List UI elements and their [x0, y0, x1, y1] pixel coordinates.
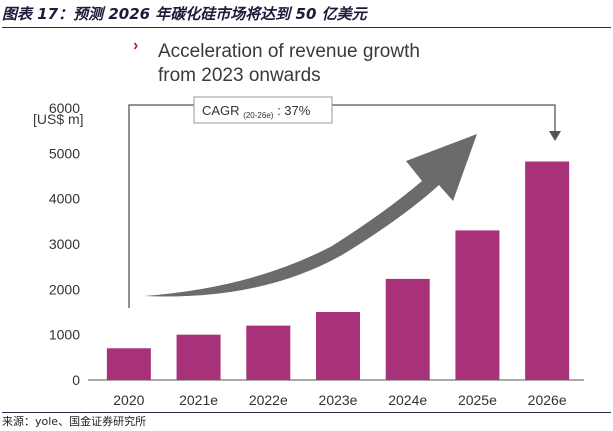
y-tick-label: 1000 [49, 327, 80, 343]
x-tick-label: 2023e [319, 392, 358, 408]
bar-chart: 0 1000 2000 3000 4000 5000 6000 2020 2021e 2022e… [49, 96, 584, 408]
bar-2020 [106, 348, 151, 380]
y-tick-label: 4000 [49, 191, 80, 207]
bar-2023e [316, 312, 360, 380]
bar-2026e [525, 161, 570, 380]
cagr-label: CAGR (20-26e) : 37% [202, 103, 311, 121]
y-tick-label: 3000 [49, 236, 80, 252]
x-tick-label: 2026e [528, 392, 567, 408]
headline-line-2: from 2023 onwards [158, 65, 321, 86]
x-tick-label: 2021e [179, 392, 218, 408]
bar-2025e [455, 230, 500, 380]
cagr-bracket-line [128, 104, 556, 308]
cagr-label-base: CAGR [202, 103, 240, 118]
y-tick-label: 6000 [49, 100, 80, 116]
bar-2024e [385, 278, 430, 380]
y-tick-label: 2000 [49, 281, 80, 297]
cagr-arrowhead [549, 131, 561, 141]
chart-panel: › Acceleration of revenue growth from 20… [22, 33, 588, 410]
chart-headline: Acceleration of revenue growth from 2023… [158, 40, 420, 88]
cagr-label-suffix: : 37% [277, 103, 311, 118]
figure-title: 图表 17：预测 2026 年碳化硅市场将达到 50 亿美元 [2, 0, 611, 28]
y-axis-units: [US$ m] [33, 111, 84, 127]
y-axis-ticks: 0 1000 2000 3000 4000 5000 6000 [49, 100, 584, 388]
growth-arrow [144, 134, 477, 297]
bar-2021e [176, 334, 221, 380]
y-tick-label: 0 [72, 372, 80, 388]
source-note: 来源：yole、国金证券研究所 [2, 412, 611, 430]
bars [106, 161, 570, 380]
x-tick-label: 2025e [458, 392, 497, 408]
growth-arrow-shape [144, 134, 477, 297]
cagr-annotation: CAGR (20-26e) : 37% [128, 96, 561, 308]
x-tick-label: 2024e [388, 392, 427, 408]
bar-2022e [246, 325, 291, 380]
cagr-box [193, 96, 333, 124]
y-tick-label: 5000 [49, 145, 80, 161]
cagr-label-sub: (20-26e) [243, 111, 274, 120]
x-tick-label: 2020 [113, 392, 144, 408]
headline-line-1: Acceleration of revenue growth [158, 41, 420, 62]
x-tick-label: 2022e [249, 392, 288, 408]
headline-bullet: › [133, 37, 139, 54]
x-axis-ticks: 2020 2021e 2022e 2023e 2024e 2025e 2026e [113, 392, 567, 408]
